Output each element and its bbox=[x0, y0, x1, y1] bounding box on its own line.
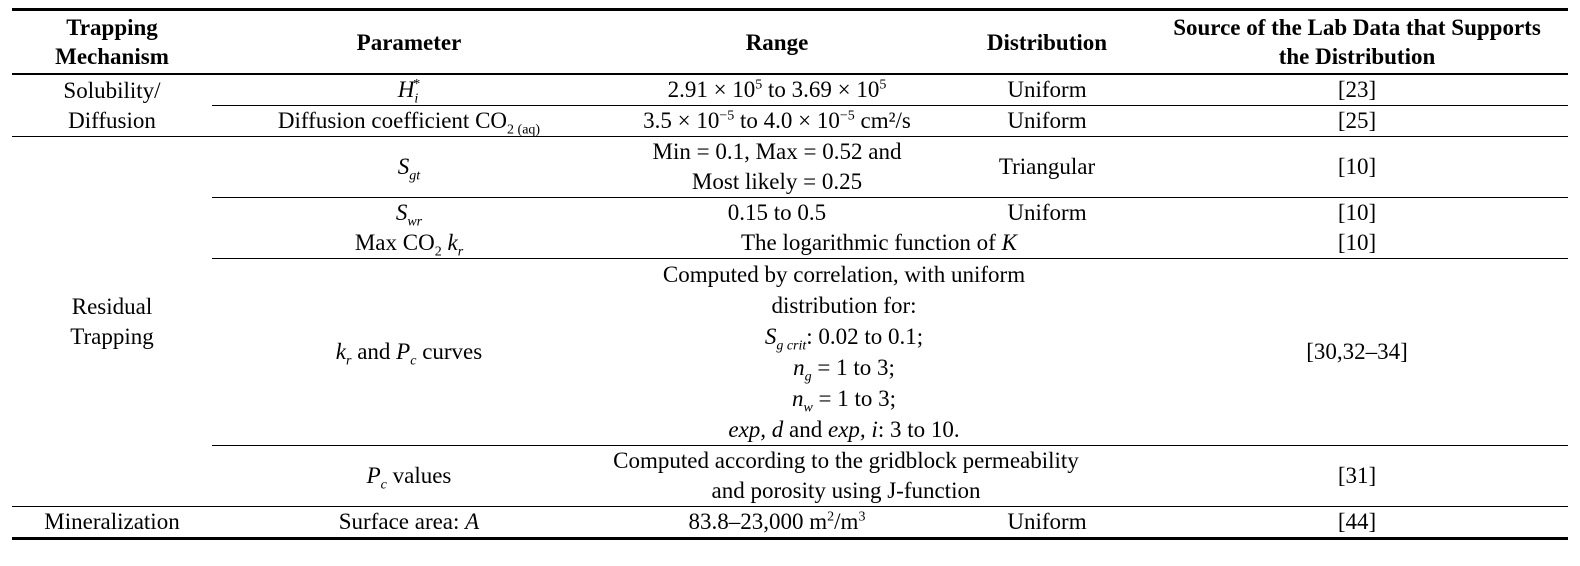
dist-henry: Uniform bbox=[1007, 77, 1087, 102]
table-row: Pc values Computed according to the grid… bbox=[12, 445, 1568, 507]
param-pc: Pc values bbox=[212, 445, 606, 507]
header-distribution: Distribution bbox=[948, 8, 1146, 75]
range-maxkr: The logarithmic function of K bbox=[741, 230, 1017, 255]
range-diffusion: 3.5 × 10−5 to 4.0 × 10−5 cm²/s bbox=[606, 105, 948, 137]
param-maxkr: Max CO2 kr bbox=[354, 230, 464, 260]
dist-swr: Uniform bbox=[948, 197, 1146, 228]
range-henry: 2.91 × 105 to 3.69 × 105 bbox=[667, 77, 887, 102]
range-sgt: Min = 0.1, Max = 0.52 and Most likely = … bbox=[606, 136, 948, 198]
src-diffusion: [25] bbox=[1146, 105, 1568, 137]
table-row: Residual Trapping Sgt Min = 0.1, Max = 0… bbox=[12, 136, 1568, 507]
src-sgt: [10] bbox=[1146, 136, 1568, 198]
table-row: Diffusion coefficient CO2 (aq) 3.5 × 10−… bbox=[12, 105, 1568, 137]
table-row: Swr 0.15 to 0.5 Uniform [10] bbox=[12, 197, 1568, 229]
dist-diffusion: Uniform bbox=[948, 105, 1146, 137]
src-surface: [44] bbox=[1146, 506, 1568, 540]
range-surface: 83.8–23,000 m2/m3 bbox=[606, 506, 948, 540]
table-row: Solubility/ Diffusion Hi* 2.91 × 105 to … bbox=[12, 74, 1568, 133]
param-diffusion: Diffusion coefficient CO2 (aq) bbox=[212, 105, 606, 137]
range-swr: 0.15 to 0.5 bbox=[606, 197, 948, 228]
src-curves: [30,32–34] bbox=[1146, 258, 1568, 446]
src-henry: [23] bbox=[1337, 77, 1377, 102]
table-row: Max CO2 kr The logarithmic function of K… bbox=[12, 228, 1568, 259]
src-maxkr: [10] bbox=[1337, 230, 1377, 255]
header-range: Range bbox=[606, 8, 948, 75]
param-sgt: Sgt bbox=[212, 136, 606, 198]
table-row: Mineralization Surface area: A 83.8–23,0… bbox=[12, 506, 1568, 540]
header-source: Source of the Lab Data that Supports the… bbox=[1146, 8, 1568, 75]
range-pc: Computed according to the gridblock perm… bbox=[606, 445, 1146, 507]
mechanism-solubility: Solubility/ Diffusion bbox=[63, 77, 161, 133]
mechanism-mineralization: Mineralization bbox=[12, 506, 212, 540]
header-row: Trapping Mechanism Parameter Range Distr… bbox=[12, 8, 1568, 75]
range-curves: Computed by correlation, with uniform di… bbox=[606, 258, 1146, 446]
param-henry: Hi* bbox=[397, 77, 421, 107]
dist-surface: Uniform bbox=[948, 506, 1146, 540]
parameter-table: Trapping Mechanism Parameter Range Distr… bbox=[12, 8, 1568, 540]
table-row: kr and Pc curves Computed by correlation… bbox=[12, 258, 1568, 446]
param-surface: Surface area: A bbox=[212, 506, 606, 540]
header-parameter: Parameter bbox=[212, 8, 606, 75]
header-mechanism: Trapping Mechanism bbox=[12, 8, 212, 75]
src-swr: [10] bbox=[1146, 197, 1568, 228]
mechanism-residual: Residual Trapping bbox=[12, 136, 212, 507]
src-pc: [31] bbox=[1146, 445, 1568, 507]
param-curves: kr and Pc curves bbox=[212, 258, 606, 446]
dist-sgt: Triangular bbox=[948, 136, 1146, 198]
param-swr: Swr bbox=[212, 197, 606, 229]
